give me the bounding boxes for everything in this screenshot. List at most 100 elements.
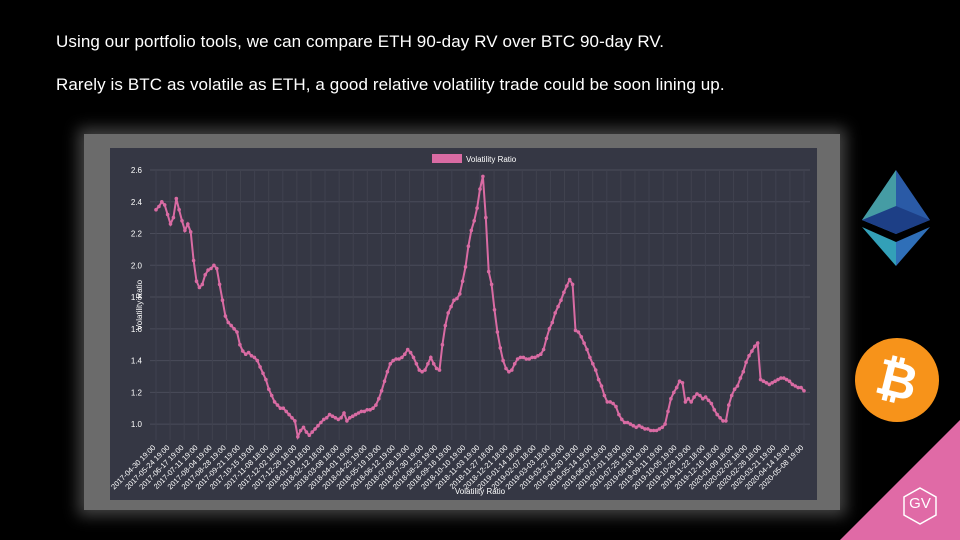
data-point — [348, 416, 352, 420]
data-point — [758, 377, 763, 382]
data-point — [501, 358, 505, 363]
data-point — [246, 350, 251, 355]
data-point — [562, 290, 566, 295]
data-point — [209, 266, 213, 271]
data-point — [672, 390, 676, 395]
data-point — [489, 282, 494, 287]
data-point — [330, 414, 335, 419]
data-point — [443, 323, 448, 328]
data-point — [394, 357, 398, 361]
data-point — [350, 414, 355, 419]
data-point — [165, 212, 170, 217]
data-point — [191, 258, 196, 263]
data-point — [431, 362, 436, 366]
y-tick-label: 2.0 — [131, 261, 143, 270]
data-point — [339, 416, 343, 420]
data-point — [646, 427, 650, 431]
data-point — [374, 403, 378, 407]
data-point — [622, 420, 627, 425]
data-point — [565, 284, 569, 288]
data-point — [423, 368, 427, 372]
data-point — [379, 389, 384, 393]
data-point — [278, 406, 283, 411]
data-point — [553, 311, 557, 315]
data-point — [171, 215, 176, 220]
data-point — [293, 419, 297, 423]
data-point — [452, 298, 456, 302]
data-point — [377, 396, 381, 401]
data-point — [229, 323, 233, 328]
data-point — [296, 435, 300, 439]
data-point — [669, 396, 673, 401]
data-point — [223, 314, 228, 318]
data-point — [782, 376, 786, 380]
data-point — [368, 408, 372, 412]
data-point — [194, 279, 199, 283]
data-point — [721, 419, 725, 423]
data-point — [440, 342, 445, 347]
y-tick-label: 1.8 — [131, 293, 143, 302]
data-point — [764, 381, 769, 385]
data-point — [643, 427, 647, 431]
data-point — [492, 308, 497, 312]
data-point — [608, 400, 612, 404]
data-point — [541, 347, 546, 352]
data-point — [784, 377, 789, 382]
data-point — [212, 263, 216, 268]
data-point — [793, 384, 798, 388]
data-point — [573, 328, 578, 333]
data-point — [727, 403, 731, 407]
y-tick-label: 1.4 — [131, 357, 143, 366]
data-point — [660, 425, 665, 430]
y-tick-label: 1.0 — [131, 420, 143, 429]
data-point — [533, 355, 537, 360]
data-point — [463, 265, 468, 269]
data-point — [446, 311, 451, 315]
data-point — [620, 417, 624, 422]
data-point — [588, 355, 592, 360]
data-point — [356, 411, 361, 415]
data-point — [611, 401, 615, 406]
gv-logo-text: GV — [909, 495, 931, 512]
data-point — [327, 412, 332, 417]
data-point — [599, 384, 604, 388]
data-point — [796, 385, 800, 390]
data-point — [741, 369, 746, 374]
data-point — [232, 327, 236, 331]
data-point — [388, 362, 393, 366]
data-point — [512, 362, 517, 366]
data-point — [648, 428, 653, 433]
data-point — [695, 392, 699, 396]
data-point — [258, 365, 262, 369]
data-point — [197, 285, 202, 290]
data-point — [417, 368, 422, 372]
data-point — [466, 244, 471, 248]
data-point — [298, 428, 303, 433]
data-point — [275, 403, 280, 407]
gv-corner-logo: GV — [840, 420, 960, 540]
data-point — [634, 425, 638, 430]
data-point — [426, 362, 430, 366]
data-point — [550, 320, 555, 325]
data-point — [336, 417, 341, 422]
data-point — [706, 398, 711, 403]
data-point — [683, 400, 688, 404]
data-point — [750, 349, 754, 353]
data-point — [767, 382, 772, 387]
data-point — [243, 352, 248, 356]
data-point — [567, 277, 572, 282]
headline-line-1: Using our portfolio tools, we can compar… — [56, 32, 665, 51]
data-point — [527, 357, 531, 361]
data-point — [157, 204, 161, 209]
data-point — [556, 304, 560, 309]
data-point — [162, 203, 167, 207]
data-point — [753, 344, 757, 349]
data-point — [188, 230, 193, 234]
data-point — [709, 401, 714, 406]
data-point — [770, 381, 774, 385]
data-point — [651, 428, 656, 433]
data-point — [269, 393, 274, 398]
data-point — [400, 355, 404, 360]
data-point — [449, 304, 453, 309]
data-point — [391, 358, 396, 363]
